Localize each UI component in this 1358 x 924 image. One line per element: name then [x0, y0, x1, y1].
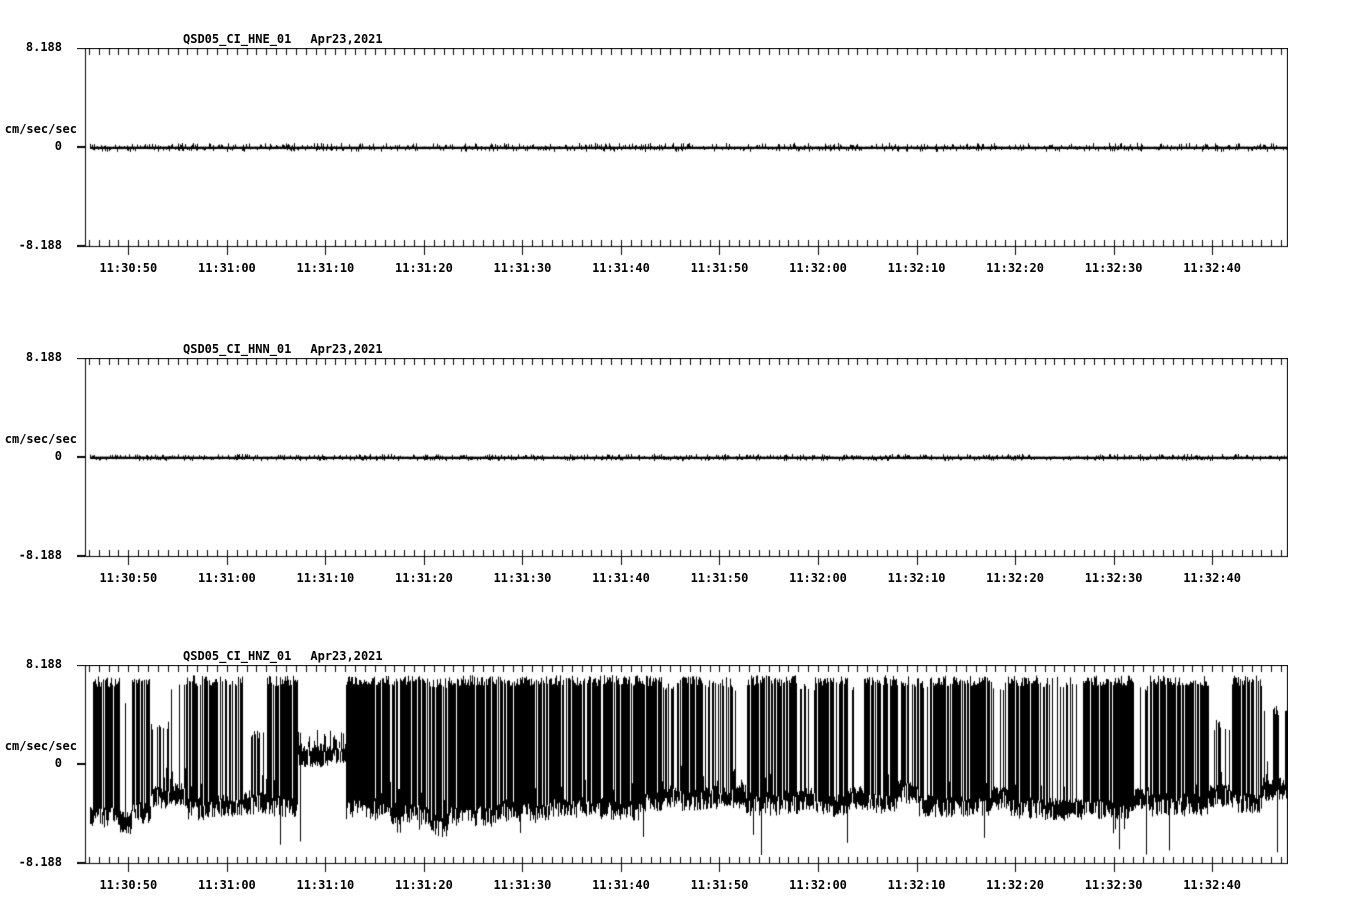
- station-channel-label: QSD05_CI_HNN_01: [183, 342, 292, 356]
- x-tick-label: 11:32:10: [887, 571, 946, 585]
- y-tick-label-zero: 0: [54, 449, 62, 463]
- x-tick-label: 11:32:00: [789, 571, 847, 585]
- y-tick-label-top: 8.188: [25, 40, 62, 54]
- x-tick-label: 11:32:20: [986, 261, 1044, 275]
- x-tick-label: 11:31:30: [493, 571, 552, 585]
- x-tick-label: 11:32:40: [1183, 571, 1241, 585]
- x-tick-label: 11:32:00: [789, 878, 847, 892]
- x-tick-label: 11:31:00: [197, 878, 256, 892]
- x-tick-label: 11:31:30: [493, 261, 552, 275]
- date-label: Apr23,2021: [310, 342, 383, 356]
- y-axis-unit-label: cm/sec/sec: [4, 432, 77, 446]
- x-tick-label: 11:31:20: [395, 261, 453, 275]
- y-tick-label-zero: 0: [54, 139, 62, 153]
- x-tick-label: 11:32:10: [887, 261, 946, 275]
- x-tick-label: 11:31:50: [690, 571, 749, 585]
- x-tick-label: 11:32:40: [1183, 261, 1241, 275]
- waveform-canvas-hne: [77, 48, 1288, 256]
- waveform-canvas-hnn: [77, 358, 1288, 566]
- x-tick-label: 11:32:30: [1084, 261, 1143, 275]
- y-axis-unit-label: cm/sec/sec: [4, 122, 77, 136]
- x-tick-label: 11:31:10: [296, 878, 355, 892]
- x-tick-label: 11:32:10: [887, 878, 946, 892]
- x-tick-label: 11:31:40: [592, 571, 650, 585]
- x-tick-label: 11:32:20: [986, 878, 1044, 892]
- x-tick-label: 11:32:30: [1084, 571, 1143, 585]
- y-tick-label-bottom: -8.188: [18, 238, 62, 252]
- station-channel-label: QSD05_CI_HNE_01: [183, 32, 292, 46]
- x-tick-label: 11:31:10: [296, 571, 355, 585]
- x-tick-label: 11:31:30: [493, 878, 552, 892]
- y-tick-label-zero: 0: [54, 756, 62, 770]
- waveform-canvas-hnz: [77, 665, 1288, 873]
- x-tick-label: 11:31:20: [395, 571, 453, 585]
- x-tick-label: 11:32:00: [789, 261, 847, 275]
- panel-title: QSD05_CI_HNE_01 Apr23,2021: [183, 33, 383, 46]
- panel-title: QSD05_CI_HNN_01 Apr23,2021: [183, 343, 383, 356]
- x-tick-label: 11:31:50: [690, 878, 749, 892]
- panel-title: QSD05_CI_HNZ_01 Apr23,2021: [183, 650, 383, 663]
- x-tick-label: 11:32:30: [1084, 878, 1143, 892]
- x-tick-label: 11:30:50: [99, 261, 158, 275]
- y-tick-label-bottom: -8.188: [18, 855, 62, 869]
- date-label: Apr23,2021: [310, 649, 383, 663]
- x-tick-label: 11:30:50: [99, 571, 158, 585]
- station-channel-label: QSD05_CI_HNZ_01: [183, 649, 292, 663]
- y-tick-label-top: 8.188: [25, 350, 62, 364]
- x-tick-label: 11:32:20: [986, 571, 1044, 585]
- y-tick-label-top: 8.188: [25, 657, 62, 671]
- x-tick-label: 11:31:00: [197, 261, 256, 275]
- x-tick-label: 11:31:40: [592, 261, 650, 275]
- date-label: Apr23,2021: [310, 32, 383, 46]
- y-axis-unit-label: cm/sec/sec: [4, 739, 77, 753]
- y-tick-label-bottom: -8.188: [18, 548, 62, 562]
- x-tick-label: 11:31:40: [592, 878, 650, 892]
- x-tick-label: 11:30:50: [99, 878, 158, 892]
- x-tick-label: 11:31:50: [690, 261, 749, 275]
- x-tick-label: 11:31:10: [296, 261, 355, 275]
- x-tick-label: 11:32:40: [1183, 878, 1241, 892]
- x-tick-label: 11:31:20: [395, 878, 453, 892]
- x-tick-label: 11:31:00: [197, 571, 256, 585]
